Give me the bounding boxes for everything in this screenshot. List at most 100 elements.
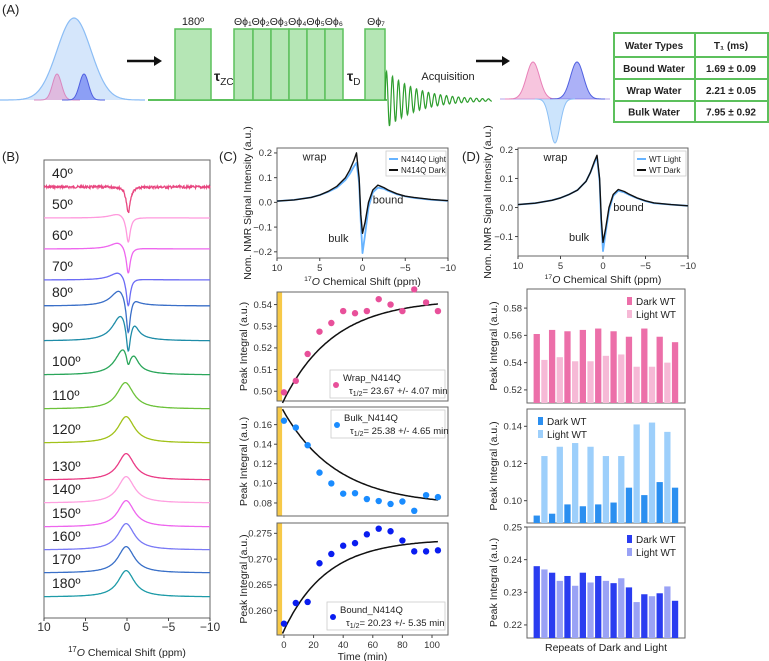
- data-point: [316, 328, 323, 335]
- data-point: [304, 441, 311, 449]
- x-axis-label: 17O Chemical Shift (ppm): [68, 645, 186, 659]
- phase-label-3: Θϕ₃: [270, 16, 288, 28]
- y-tick-label: 0.265: [248, 580, 272, 591]
- bar-dark: [548, 572, 556, 638]
- bar-light: [648, 596, 656, 638]
- pulse-phase-7: [364, 28, 386, 101]
- data-point: [351, 489, 359, 497]
- bar-dark: [656, 593, 663, 638]
- tau-subscript: 1/2: [350, 623, 360, 630]
- bound-gaussian: [62, 73, 105, 101]
- data-point: [411, 507, 418, 515]
- oxygen-symbol: O: [312, 276, 320, 288]
- y-tick-label: 0.12: [254, 459, 273, 470]
- y-tick-label: 0.16: [254, 420, 273, 431]
- x-axis-label: Time (min): [338, 651, 388, 661]
- bar-light: [587, 582, 594, 638]
- peak-annotation: wrap: [543, 152, 568, 164]
- legend-label: Dark WT: [636, 535, 675, 546]
- y-axis-label: Peak Integral (a.u.): [488, 421, 500, 510]
- x-tick-label: −5: [640, 261, 651, 272]
- y-tick-label: 0.0: [500, 203, 513, 214]
- pulse-phase-6: [324, 28, 344, 101]
- data-point: [292, 424, 300, 431]
- tau-subscript: 1/2: [354, 431, 364, 438]
- data-point: [387, 301, 394, 308]
- bar-light: [602, 580, 610, 638]
- bar-light: [633, 366, 640, 403]
- legend: Dark WT Light WT: [627, 297, 676, 321]
- tau-d-label: τD: [347, 68, 360, 88]
- y-tick-label: 0.54: [504, 358, 523, 369]
- tau-symbol: τ: [214, 68, 221, 84]
- y-tick-label: 0.58: [504, 303, 523, 314]
- bar-dark: [625, 587, 633, 638]
- legend: Dark WT Light WT: [627, 535, 676, 559]
- chart-c-wrap: 0.50 0.51 0.52 0.53 0.54 Peak Integral (a.u.)…: [238, 286, 449, 404]
- axis-label-text: Chemical Shift (ppm): [560, 274, 661, 286]
- t1-table: Water Types T₁ (ms) Bound Water 1.69 ± 0.09…: [613, 32, 769, 123]
- bar-light: [587, 446, 594, 523]
- bar-light: [572, 361, 579, 403]
- data-point: [375, 497, 382, 505]
- pulse-180: [174, 28, 212, 101]
- bar-dark: [641, 594, 648, 638]
- bar-light: [602, 355, 610, 403]
- angle-label: 70º: [52, 258, 73, 274]
- data-point: [351, 539, 359, 547]
- legend-label: N414Q Light: [401, 155, 447, 164]
- x-tick-label: 0: [281, 640, 286, 651]
- data-point: [434, 493, 442, 501]
- tau-subscript: 1/2: [353, 391, 363, 398]
- legend-swatch: [627, 297, 632, 305]
- y-tick-label: 0.14: [254, 440, 273, 451]
- bar-dark: [610, 583, 617, 638]
- legend-label: Light WT: [636, 548, 676, 559]
- y-axis-label: Nom. NMR Signal Intensity (a.u.): [482, 125, 494, 278]
- data-point: [363, 307, 371, 315]
- chart-d-wrap: 0.52 0.54 0.56 0.58 Peak Integral (a.u.) Dark…: [488, 288, 686, 404]
- bar-light: [602, 456, 610, 523]
- x-tick-label: −5: [162, 620, 176, 634]
- data-point: [375, 525, 382, 532]
- data-point: [422, 548, 430, 555]
- legend-swatch: [627, 535, 632, 543]
- bar-light: [633, 602, 640, 638]
- bar-dark: [656, 336, 663, 403]
- bound-peak: [550, 61, 605, 100]
- oxygen-symbol: O: [552, 274, 560, 286]
- bar-dark: [579, 506, 586, 523]
- bar-light: [648, 366, 656, 403]
- bar-dark: [671, 600, 679, 638]
- data-point: [399, 307, 406, 315]
- x-tick-label: 5: [82, 620, 89, 634]
- phase-label-2: Θϕ₂: [252, 16, 270, 28]
- data-point: [375, 295, 382, 303]
- legend-series-name: Bound_N414Q: [340, 605, 403, 616]
- data-point: [363, 531, 371, 538]
- y-tick-label: 0.22: [504, 620, 523, 631]
- phase-label-5: Θϕ₅: [306, 16, 324, 28]
- bar-dark: [595, 504, 602, 523]
- bar-light: [572, 443, 579, 523]
- phase-label-4: Θϕ₄: [288, 16, 306, 28]
- spectrum-trace-160deg: [44, 522, 210, 551]
- angle-label: 160º: [52, 528, 80, 544]
- spectrum-line: [517, 154, 689, 244]
- bar-dark: [564, 504, 571, 523]
- bar-dark: [548, 513, 556, 523]
- bar-dark: [610, 331, 617, 403]
- data-point: [339, 542, 347, 549]
- peak-annotation: bulk: [328, 233, 349, 245]
- legend-swatch: [627, 548, 632, 556]
- spectrum-trace-150deg: [44, 499, 210, 528]
- angle-label: 90º: [52, 319, 73, 335]
- pulse-phase-4: [288, 28, 308, 101]
- y-tick-label: 0.10: [254, 479, 273, 490]
- y-tick-label: 0.270: [248, 554, 272, 565]
- data-point: [280, 389, 288, 396]
- light-on-marker: [277, 292, 283, 401]
